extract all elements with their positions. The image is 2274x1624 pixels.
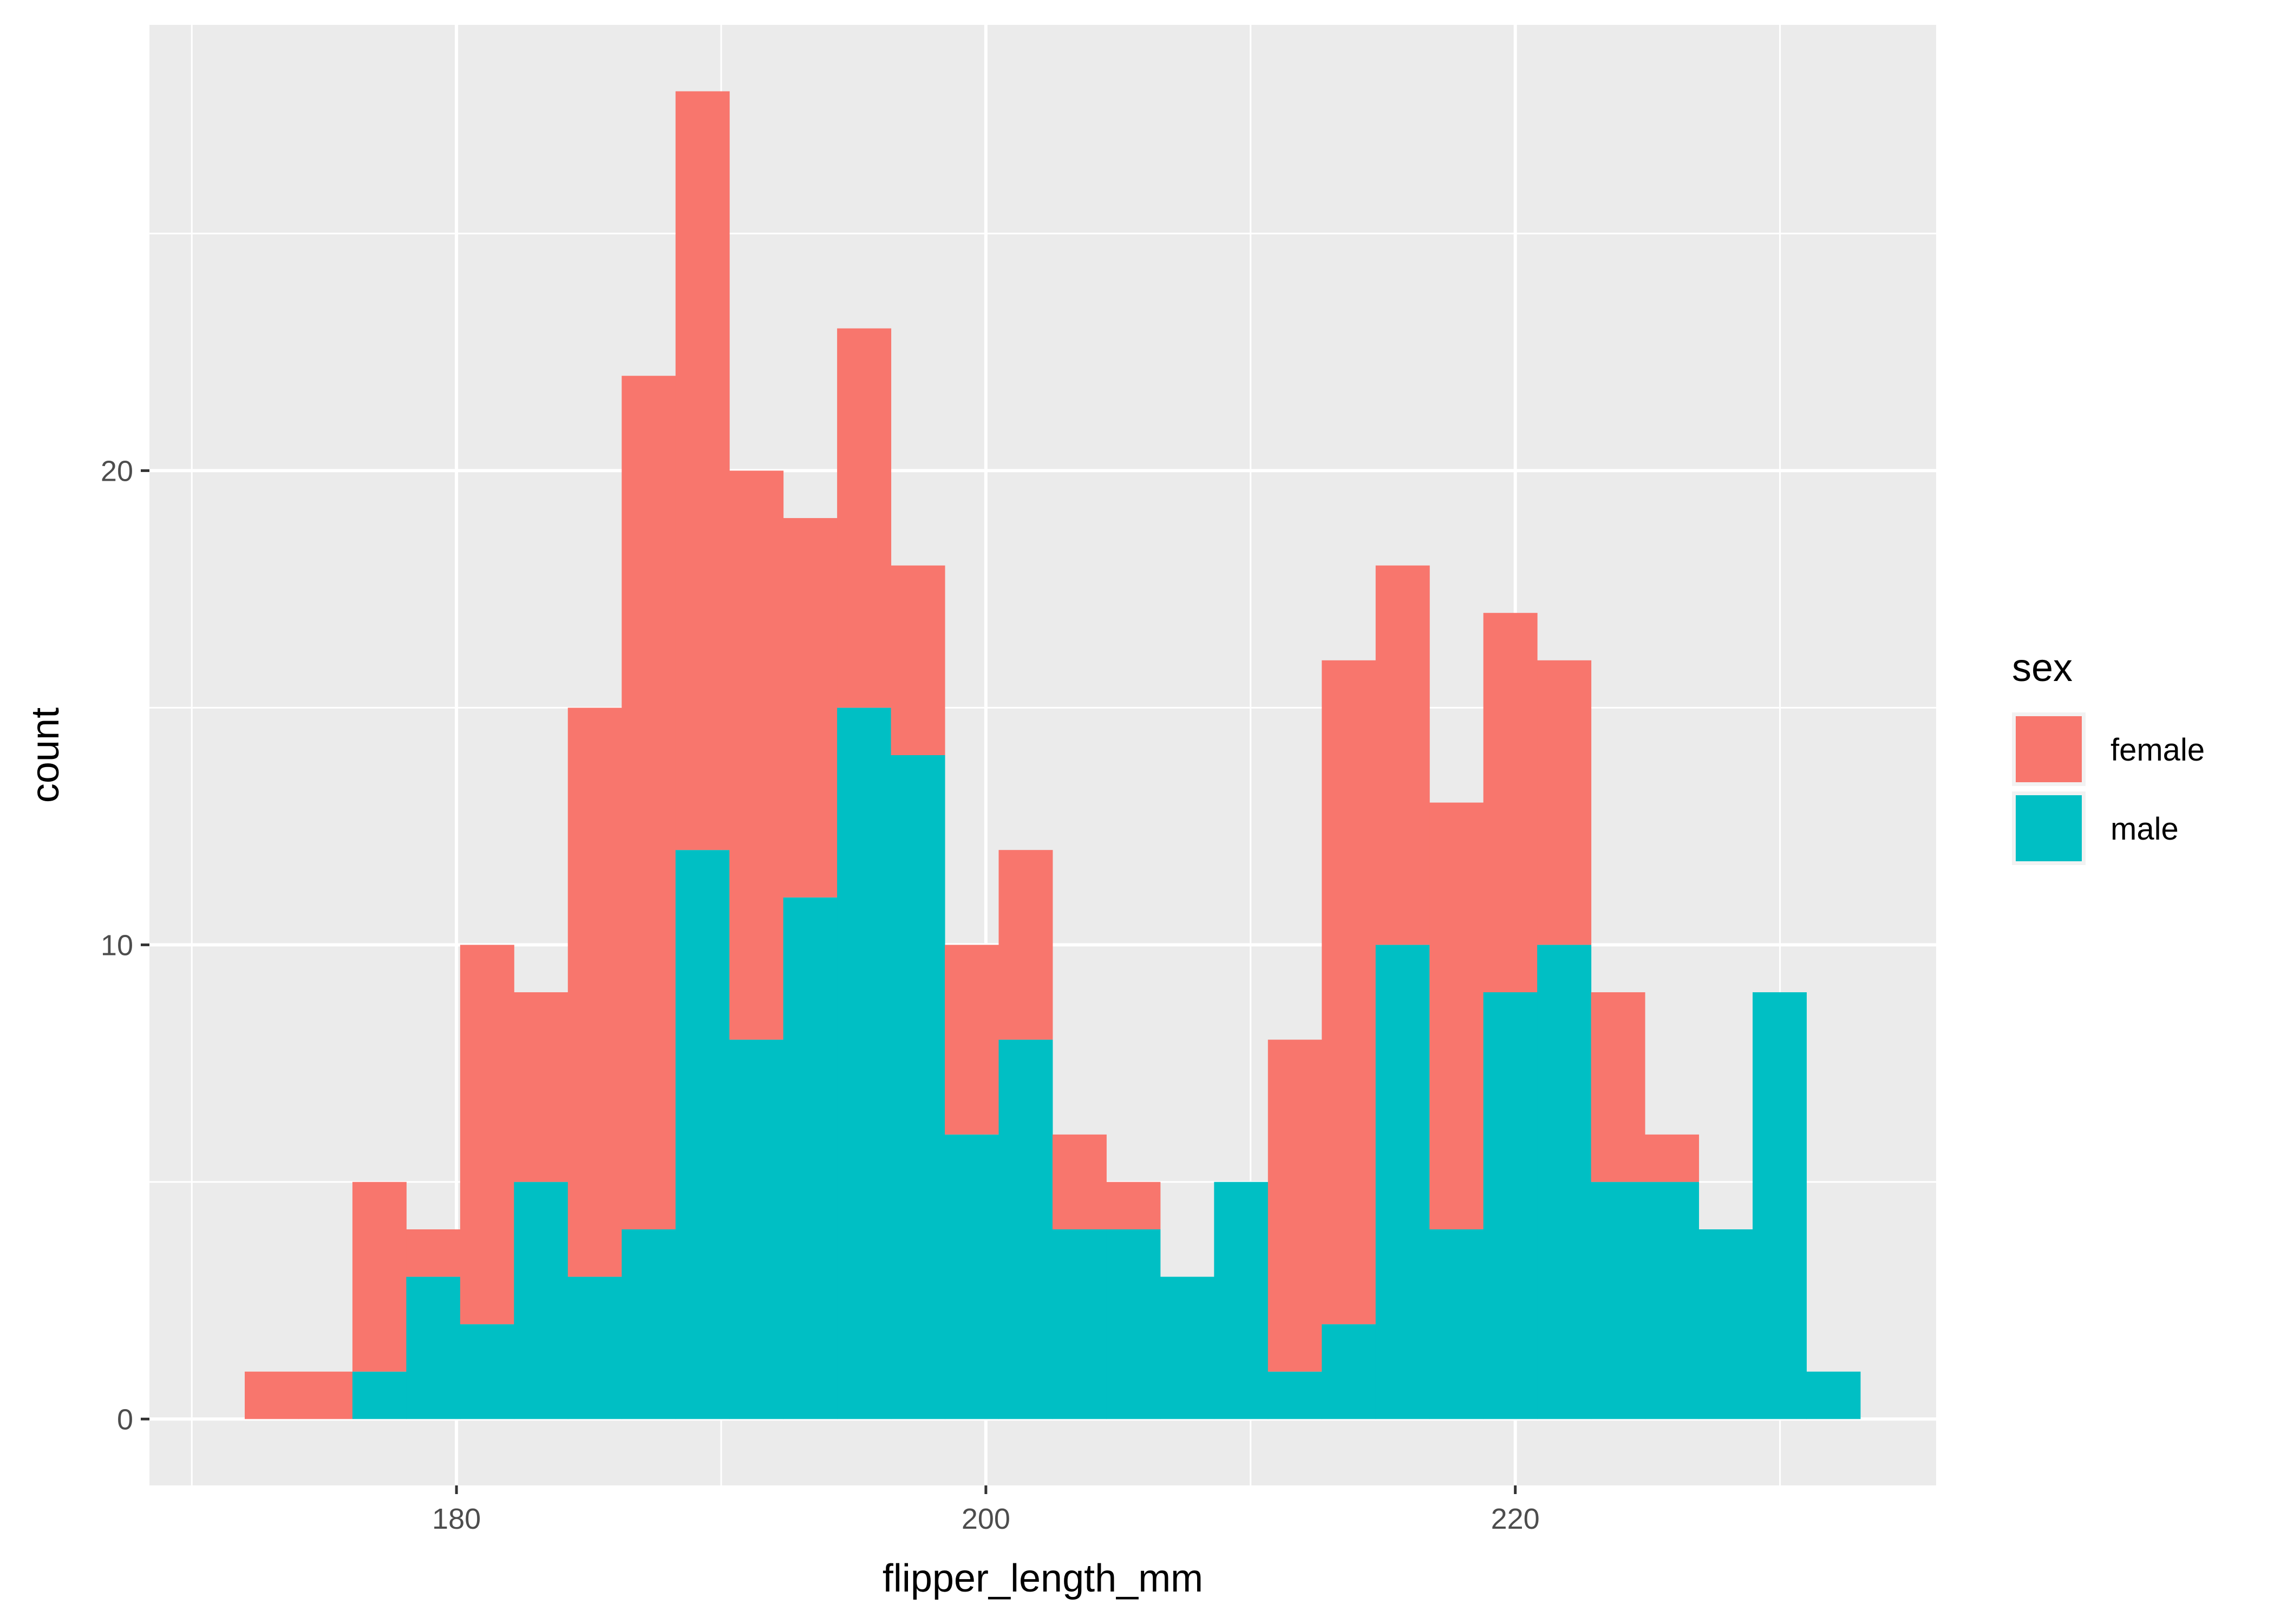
bar-female [1591, 992, 1645, 1182]
y-axis-title: count [24, 708, 67, 803]
bar-female [675, 91, 730, 850]
bar-female [406, 1229, 461, 1277]
legend-title: sex [2012, 646, 2073, 690]
legend-swatch-male [2016, 795, 2082, 861]
bar-male [1322, 1324, 1376, 1419]
bar-female [567, 708, 622, 1277]
bar-female [514, 992, 568, 1182]
bar-female [945, 945, 999, 1135]
legend: sex female male [2012, 646, 2205, 865]
bar-male [567, 1276, 622, 1419]
legend-label-female: female [2110, 732, 2205, 768]
bar-male [1106, 1229, 1161, 1419]
bar-female [1429, 802, 1484, 1229]
bar-male [1267, 1371, 1322, 1419]
bar-female [1483, 613, 1538, 992]
bar-male [1537, 945, 1592, 1419]
x-tick-label: 180 [432, 1503, 481, 1535]
bar-female [460, 945, 514, 1325]
y-tick-label: 10 [101, 929, 133, 961]
y-tick-label: 20 [101, 455, 133, 487]
bar-female [1537, 660, 1592, 945]
bar-male [1591, 1182, 1645, 1419]
bar-female [298, 1371, 353, 1419]
bar-female [837, 328, 892, 708]
legend-swatch-female [2016, 716, 2082, 782]
bar-female [1106, 1182, 1161, 1229]
bar-male [460, 1324, 514, 1419]
histogram-bars [245, 91, 1861, 1419]
bar-male [998, 1039, 1053, 1419]
bar-male [891, 755, 945, 1419]
bar-male [406, 1276, 461, 1419]
bar-female [998, 850, 1053, 1040]
bar-male [1698, 1229, 1753, 1419]
bar-male [729, 1039, 784, 1419]
bar-male [945, 1134, 999, 1419]
bar-female [783, 518, 838, 898]
legend-label-male: male [2110, 811, 2179, 847]
x-axis-title: flipper_length_mm [883, 1557, 1203, 1600]
bar-female [352, 1182, 407, 1372]
bar-male [675, 850, 730, 1419]
bar-female [1375, 565, 1430, 945]
bar-female [1322, 660, 1376, 1325]
bar-female [622, 376, 676, 1229]
bar-male [1753, 992, 1807, 1419]
bar-female [1267, 1039, 1322, 1372]
y-axis: 0 10 20 [101, 455, 149, 1436]
bar-male [622, 1229, 676, 1419]
bar-male [1160, 1276, 1214, 1419]
y-tick-label: 0 [117, 1403, 133, 1436]
bar-male [1483, 992, 1538, 1419]
bar-female [1645, 1134, 1700, 1182]
bar-female [245, 1371, 299, 1419]
bar-male [1429, 1229, 1484, 1419]
bar-male [1645, 1182, 1700, 1419]
x-tick-label: 220 [1491, 1503, 1540, 1535]
bar-female [729, 470, 784, 1040]
bar-male [514, 1182, 568, 1419]
bar-female [891, 565, 945, 755]
bar-male [352, 1371, 407, 1419]
bar-male [783, 897, 838, 1419]
bar-male [1214, 1182, 1269, 1419]
x-axis: 180 200 220 [432, 1485, 1540, 1535]
bar-male [1375, 945, 1430, 1419]
bar-male [1806, 1371, 1861, 1419]
bar-male [1052, 1229, 1107, 1419]
bar-male [837, 708, 892, 1419]
bar-female [1052, 1134, 1107, 1229]
x-tick-label: 200 [962, 1503, 1010, 1535]
